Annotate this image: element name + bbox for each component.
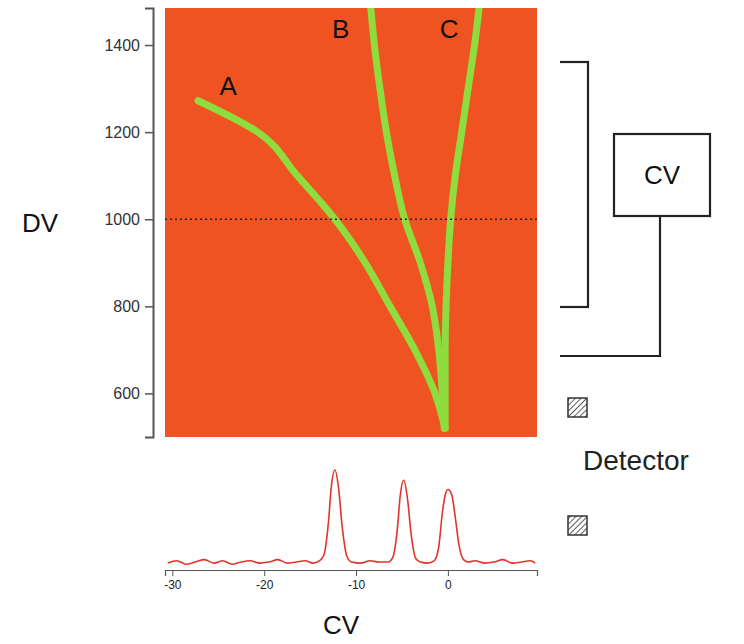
plot-background: [165, 8, 537, 437]
y-tick-label: 800: [113, 298, 140, 315]
x-tick: -30: [164, 570, 182, 592]
x-axis-title: CV: [323, 610, 360, 640]
x-axis-line: [166, 571, 538, 577]
y-tick: 600: [113, 385, 153, 402]
y-tick-label: 1400: [104, 37, 140, 54]
x-tick-label: -10: [348, 578, 366, 592]
y-tick: 1200: [104, 124, 153, 141]
spectrum-line: [168, 470, 535, 564]
x-tick: -10: [348, 570, 366, 592]
curve-label: A: [219, 71, 237, 101]
plot-area: [165, 8, 537, 428]
x-tick: -20: [256, 570, 274, 592]
y-axis: 600 800 1000 1200 1400: [104, 9, 153, 438]
y-axis-title: DV: [22, 208, 59, 238]
curve-label: C: [440, 14, 459, 44]
curve-label: B: [332, 14, 349, 44]
y-tick-label: 1000: [104, 211, 140, 228]
y-axis-line: [145, 9, 154, 438]
cv-lead-horizontal: [560, 355, 661, 357]
y-tick-label: 1200: [104, 124, 140, 141]
y-tick-mark: [145, 393, 153, 395]
x-tick-mark: [264, 570, 265, 576]
x-tick-label: 0: [445, 578, 452, 592]
x-tick-label: -20: [256, 578, 274, 592]
reference-line: [165, 218, 537, 220]
bracket-bottom: [560, 306, 589, 308]
x-axis: -30 -20 -10 0: [164, 570, 537, 592]
detector-plate: [568, 516, 587, 535]
y-tick-mark: [145, 219, 153, 221]
cv-lead-vertical: [659, 216, 661, 357]
bracket-top: [560, 61, 589, 63]
y-tick-mark: [145, 132, 153, 134]
bracket-side: [587, 61, 589, 308]
detector-label: Detector: [583, 445, 689, 476]
x-tick-mark: [448, 570, 449, 576]
x-tick-mark: [356, 570, 357, 576]
cv-box: [614, 134, 710, 216]
dispersion-curve: [445, 8, 479, 428]
dispersion-curve: [371, 8, 444, 428]
y-tick: 1400: [104, 37, 153, 54]
x-tick-label: -30: [164, 578, 182, 592]
y-tick-mark: [145, 306, 153, 308]
curve-labels: A B C: [219, 14, 458, 101]
y-tick: 1000: [104, 211, 153, 228]
schematic: CV Detector: [560, 61, 710, 535]
x-tick-mark: [172, 570, 173, 576]
x-tick: 0: [445, 570, 452, 592]
y-tick-mark: [145, 45, 153, 47]
detector-plate: [568, 398, 587, 417]
cv-box-label: CV: [644, 160, 681, 190]
y-tick-label: 600: [113, 385, 140, 402]
y-tick: 800: [113, 298, 153, 315]
spectrum-area: [168, 470, 535, 564]
chart-root: A B C 600 800 1000 1200 1400 DV -30 -20 -10 0 CV CV Det…: [0, 0, 744, 644]
dispersion-curve: [198, 101, 445, 429]
